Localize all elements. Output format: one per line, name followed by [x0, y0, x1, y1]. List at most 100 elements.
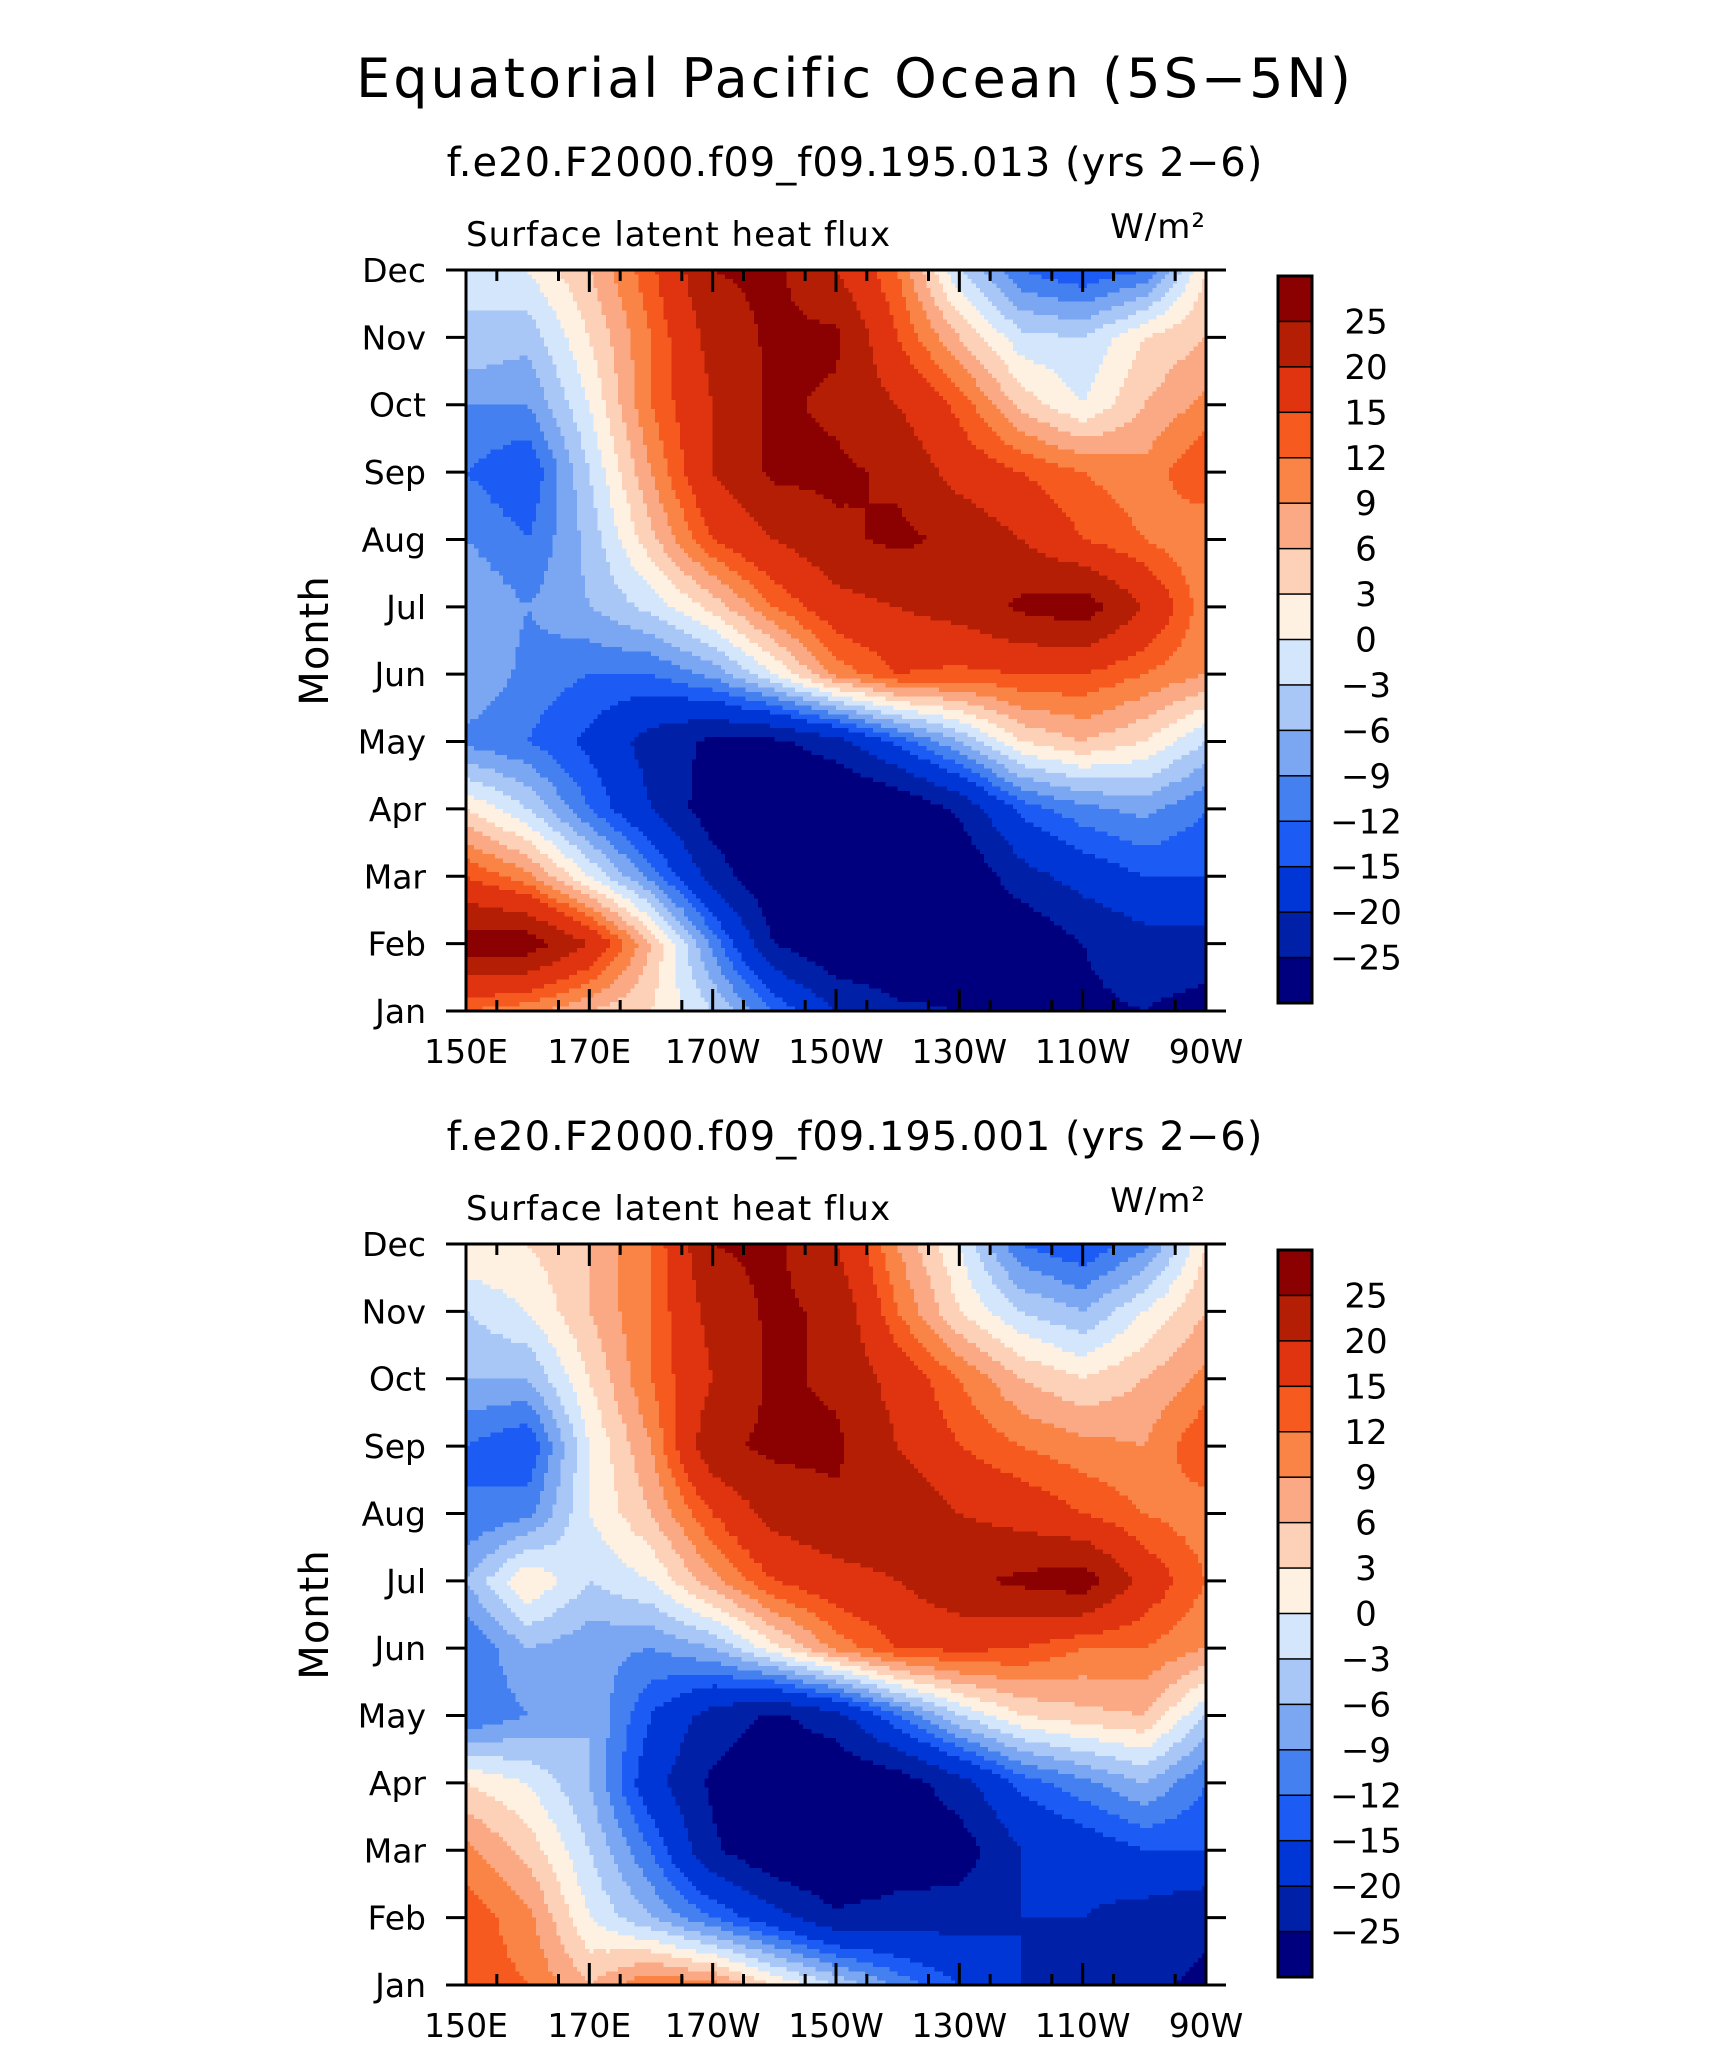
contour-cell — [491, 1433, 537, 1438]
contour-cell — [556, 1495, 573, 1500]
contour-cell — [618, 1495, 643, 1500]
contour-cell — [667, 1567, 688, 1572]
contour-cell — [692, 1275, 750, 1280]
contour-cell — [589, 342, 610, 347]
contour-cell — [1005, 315, 1059, 320]
contour-cell — [1025, 432, 1071, 437]
contour-cell — [1136, 611, 1174, 616]
contour-cell — [1165, 1662, 1207, 1667]
contour-cell — [651, 1329, 672, 1334]
contour-cell — [807, 1361, 869, 1366]
contour-cell — [696, 1549, 721, 1554]
contour-cell — [585, 593, 627, 598]
contour-cell — [1128, 1585, 1170, 1590]
contour-cell — [676, 1635, 718, 1640]
contour-cell — [1037, 643, 1091, 648]
contour-cell — [741, 953, 762, 958]
contour-cell — [1000, 881, 1062, 886]
contour-cell — [980, 1298, 1009, 1303]
contour-cell — [1005, 885, 1071, 890]
contour-cell — [466, 1545, 499, 1550]
contour-cell — [598, 813, 623, 818]
contour-cell — [717, 845, 977, 850]
contour-cell — [573, 418, 594, 423]
contour-cell — [528, 1424, 545, 1429]
contour-cell — [676, 872, 701, 877]
contour-cell — [581, 310, 602, 315]
contour-cell — [544, 1478, 561, 1483]
contour-cell — [898, 274, 911, 279]
contour-cell — [1079, 396, 1088, 401]
contour-cell — [466, 1644, 495, 1649]
contour-cell — [577, 1442, 590, 1447]
contour-cell — [807, 400, 894, 405]
contour-cell — [577, 813, 598, 818]
contour-cell — [610, 1446, 631, 1451]
contour-cell — [466, 391, 545, 396]
contour-cell — [466, 971, 528, 976]
contour-cell — [696, 495, 734, 500]
contour-cell — [561, 324, 586, 329]
contour-cell — [552, 840, 569, 845]
contour-cell — [540, 773, 569, 778]
contour-cell — [758, 1599, 787, 1604]
colorbar-label: 0 — [1355, 621, 1377, 661]
contour-cell — [992, 279, 1013, 284]
contour-cell — [984, 364, 1009, 369]
contour-cell — [532, 989, 570, 994]
contour-cell — [684, 1563, 709, 1568]
contour-cell — [988, 319, 1013, 324]
contour-cell — [651, 1262, 668, 1267]
contour-cell — [667, 1262, 692, 1267]
contour-cell — [992, 634, 1108, 639]
contour-cell — [466, 1406, 487, 1411]
contour-cell — [598, 768, 644, 773]
contour-cell — [667, 1675, 733, 1680]
contour-cell — [1128, 328, 1166, 333]
contour-cell — [704, 998, 725, 1003]
contour-cell — [676, 1410, 701, 1415]
contour-cell — [894, 1725, 919, 1730]
contour-cell — [947, 292, 964, 297]
contour-cell — [1148, 755, 1181, 760]
contour-cell — [1173, 301, 1194, 306]
contour-cell — [873, 1271, 890, 1276]
contour-cell — [951, 1689, 997, 1694]
contour-cell — [696, 1280, 750, 1285]
contour-cell — [902, 1347, 927, 1352]
contour-cell — [1103, 360, 1132, 365]
contour-cell — [696, 1442, 746, 1447]
contour-cell — [840, 445, 923, 450]
contour-cell — [561, 1311, 590, 1316]
contour-cell — [889, 1271, 906, 1276]
contour-cell — [700, 544, 725, 549]
contour-cell — [1144, 1266, 1165, 1271]
contour-cell — [984, 1415, 1030, 1420]
contour-cell — [902, 288, 915, 293]
contour-cell — [881, 1302, 898, 1307]
contour-cell — [791, 292, 853, 297]
contour-cell — [844, 1608, 947, 1613]
contour-cell — [713, 1473, 829, 1478]
contour-cell — [676, 975, 693, 980]
contour-cell — [865, 508, 903, 513]
contour-cell — [635, 387, 652, 392]
contour-cell — [910, 319, 931, 324]
contour-cell — [610, 984, 635, 989]
contour-cell — [935, 1675, 997, 1680]
contour-cell — [519, 634, 561, 639]
contour-cell — [466, 513, 504, 518]
contour-cell — [910, 315, 927, 320]
contour-cell — [943, 697, 997, 702]
contour-cell — [704, 1406, 758, 1411]
contour-cell — [466, 1711, 528, 1716]
contour-cell — [931, 1482, 1030, 1487]
contour-cell — [980, 773, 997, 778]
contour-cell — [1165, 1320, 1198, 1325]
contour-cell — [852, 297, 885, 302]
panel-1: f.e20.F2000.f09_f09.195.013 (yrs 2−6)Sur… — [292, 140, 1402, 1071]
contour-cell — [684, 1500, 705, 1505]
contour-cell — [622, 486, 639, 491]
contour-cell — [783, 998, 825, 1003]
contour-cell — [667, 1289, 696, 1294]
